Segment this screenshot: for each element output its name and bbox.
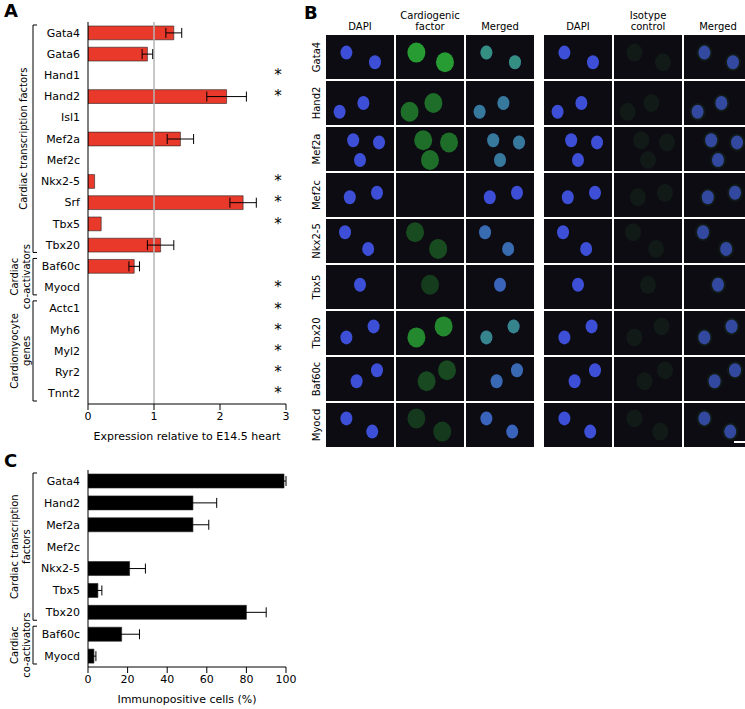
svg-text:Mef2a: Mef2a <box>46 519 80 532</box>
html-text:Isotype control: Isotype control <box>629 10 667 32</box>
svg-text:1: 1 <box>151 410 158 423</box>
svg-text:*: * <box>274 384 282 402</box>
svg-text:*: * <box>274 321 282 339</box>
svg-text:co-activators: co-activators <box>21 613 32 678</box>
svg-text:Myl2: Myl2 <box>54 345 80 358</box>
svg-text:*: * <box>274 193 282 211</box>
svg-text:Tbx20: Tbx20 <box>311 317 322 349</box>
html-text:C: C <box>4 450 18 471</box>
svg-text:*: * <box>274 363 282 381</box>
svg-text:40: 40 <box>160 673 174 686</box>
svg-text:Mef2c: Mef2c <box>311 180 322 210</box>
svg-text:co-activators: co-activators <box>21 244 32 309</box>
svg-text:0: 0 <box>85 673 92 686</box>
svg-text:Isl1: Isl1 <box>61 111 80 124</box>
svg-text:Cardiomyocyte: Cardiomyocyte <box>9 313 20 389</box>
html-text:B: B <box>304 2 318 23</box>
html-text:Cardiogenic factor: Cardiogenic factor <box>400 10 460 32</box>
svg-text:Cardiac: Cardiac <box>9 258 20 296</box>
svg-text:*: * <box>274 172 282 190</box>
svg-text:Srf: Srf <box>65 196 82 209</box>
svg-text:Cardiac transcription: Cardiac transcription <box>9 494 20 599</box>
svg-text:Nkx2-5: Nkx2-5 <box>41 175 80 188</box>
html-text:Merged: Merged <box>481 21 519 32</box>
svg-text:3: 3 <box>283 410 290 423</box>
svg-text:*: * <box>274 300 282 318</box>
svg-text:Ryr2: Ryr2 <box>55 366 80 379</box>
svg-text:Actc1: Actc1 <box>49 302 80 315</box>
svg-text:Baf60c: Baf60c <box>311 362 322 397</box>
svg-text:Nkx2-5: Nkx2-5 <box>41 562 80 575</box>
svg-text:*: * <box>274 87 282 105</box>
svg-text:Hand1: Hand1 <box>44 69 80 82</box>
svg-text:Myocd: Myocd <box>44 281 80 294</box>
svg-text:Tbx20: Tbx20 <box>45 606 80 619</box>
svg-text:Mef2c: Mef2c <box>47 541 80 554</box>
svg-text:20: 20 <box>121 673 135 686</box>
svg-text:Myocd: Myocd <box>44 650 80 663</box>
html-text:DAPI: DAPI <box>348 21 372 32</box>
svg-text:Expression relative to E14.5 h: Expression relative to E14.5 heart <box>94 430 282 443</box>
svg-text:Myh6: Myh6 <box>50 324 80 337</box>
svg-text:Mef2c: Mef2c <box>47 154 80 167</box>
svg-text:Baf60c: Baf60c <box>42 628 80 641</box>
svg-text:*: * <box>274 278 282 296</box>
svg-text:Baf60c: Baf60c <box>42 260 80 273</box>
svg-text:Tbx5: Tbx5 <box>311 275 322 301</box>
svg-text:Hand2: Hand2 <box>44 90 80 103</box>
html-text:DAPI: DAPI <box>566 21 590 32</box>
svg-text:Mef2a: Mef2a <box>311 134 322 165</box>
svg-text:factors: factors <box>21 529 32 564</box>
svg-text:60: 60 <box>200 673 214 686</box>
svg-text:Myocd: Myocd <box>311 409 322 442</box>
svg-text:Cardiac: Cardiac <box>9 626 20 664</box>
svg-text:*: * <box>274 66 282 84</box>
svg-text:Nkx2-5: Nkx2-5 <box>311 223 322 259</box>
svg-text:genes: genes <box>21 336 32 366</box>
svg-text:2: 2 <box>217 410 224 423</box>
svg-text:Gata6: Gata6 <box>47 48 80 61</box>
svg-text:Immunopositive cells (%): Immunopositive cells (%) <box>117 693 256 706</box>
svg-text:*: * <box>274 215 282 233</box>
html-text:Merged: Merged <box>699 21 737 32</box>
svg-text:80: 80 <box>239 673 253 686</box>
svg-text:0: 0 <box>85 410 92 423</box>
svg-text:Gata4: Gata4 <box>47 475 80 488</box>
svg-text:Mef2a: Mef2a <box>46 133 80 146</box>
svg-text:Tbx5: Tbx5 <box>52 218 80 231</box>
svg-text:Tbx20: Tbx20 <box>45 239 80 252</box>
svg-text:*: * <box>274 342 282 360</box>
svg-text:Tbx5: Tbx5 <box>52 584 80 597</box>
html-text:A: A <box>4 0 18 21</box>
svg-text:Gata4: Gata4 <box>311 42 322 72</box>
svg-text:Hand2: Hand2 <box>311 87 322 120</box>
svg-text:100: 100 <box>276 673 297 686</box>
svg-text:Tnnt2: Tnnt2 <box>47 387 80 400</box>
svg-text:Cardiac transcription factors: Cardiac transcription factors <box>18 68 29 210</box>
svg-text:Hand2: Hand2 <box>44 497 80 510</box>
svg-text:Gata4: Gata4 <box>47 27 80 40</box>
